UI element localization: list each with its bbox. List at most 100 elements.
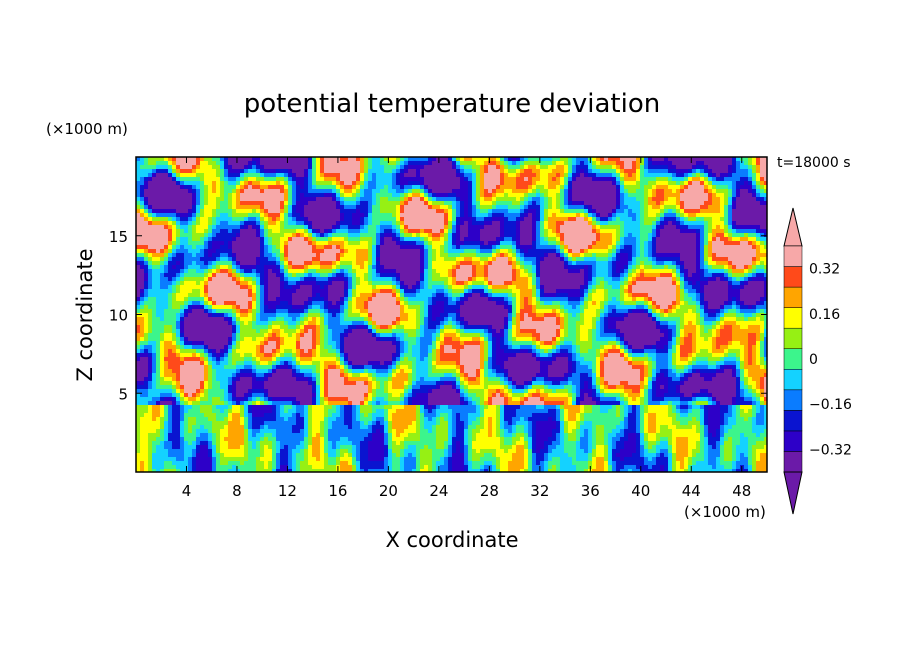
field-cell (232, 261, 237, 266)
field-cell (372, 161, 377, 166)
field-cell (328, 213, 333, 218)
field-cell (164, 213, 169, 218)
field-cell (352, 221, 357, 226)
field-cell (212, 201, 217, 206)
field-cell (332, 193, 337, 198)
field-cell (364, 217, 369, 222)
field-cell (256, 217, 261, 222)
field-cell (544, 221, 549, 226)
field-cell (260, 221, 265, 226)
field-cell (688, 253, 693, 258)
field-cell (652, 165, 657, 170)
field-cell (284, 237, 289, 242)
field-cell (432, 177, 437, 182)
field-cell (652, 249, 657, 254)
field-cell (424, 161, 429, 166)
field-cell (484, 225, 489, 230)
field-cell (180, 261, 185, 266)
field-cell (436, 189, 441, 194)
field-cell (532, 269, 537, 274)
field-cell (348, 205, 353, 210)
field-cell (356, 245, 361, 250)
field-cell (344, 173, 349, 178)
field-cell (280, 233, 285, 238)
field-cell (728, 257, 733, 262)
field-cell (204, 205, 209, 210)
field-cell (616, 201, 621, 206)
field-cell (496, 177, 501, 182)
field-cell (488, 253, 493, 258)
field-cell (596, 261, 601, 266)
field-cell (540, 185, 545, 190)
field-cell (492, 173, 497, 178)
field-cell (444, 269, 449, 274)
field-cell (612, 205, 617, 210)
field-cell (296, 197, 301, 202)
field-cell (160, 249, 165, 254)
field-cell (572, 189, 577, 194)
field-cell (532, 229, 537, 234)
field-cell (196, 161, 201, 166)
field-cell (688, 265, 693, 270)
field-cell (524, 245, 529, 250)
field-cell (684, 241, 689, 246)
field-cell (360, 237, 365, 242)
field-cell (376, 261, 381, 266)
field-cell (460, 281, 465, 286)
field-cell (200, 197, 205, 202)
field-cell (636, 165, 641, 170)
field-cell (332, 241, 337, 246)
field-cell (396, 169, 401, 174)
field-cell (320, 229, 325, 234)
field-cell (508, 237, 513, 242)
field-cell (436, 193, 441, 198)
field-cell (324, 249, 329, 254)
field-cell (408, 269, 413, 274)
field-cell (476, 269, 481, 274)
field-cell (560, 261, 565, 266)
field-cell (404, 277, 409, 282)
field-cell (612, 257, 617, 262)
field-cell (644, 169, 649, 174)
field-cell (164, 261, 169, 266)
field-cell (432, 185, 437, 190)
field-cell (500, 165, 505, 170)
field-cell (632, 233, 637, 238)
field-cell (284, 193, 289, 198)
field-cell (640, 185, 645, 190)
field-cell (540, 261, 545, 266)
field-cell (216, 189, 221, 194)
field-cell (164, 265, 169, 270)
field-cell (704, 213, 709, 218)
field-cell (572, 221, 577, 226)
field-cell (584, 233, 589, 238)
field-cell (180, 161, 185, 166)
field-cell (172, 165, 177, 170)
field-cell (480, 245, 485, 250)
field-cell (544, 273, 549, 278)
field-cell (344, 241, 349, 246)
field-cell (192, 221, 197, 226)
field-cell (260, 177, 265, 182)
field-cell (520, 165, 525, 170)
field-cell (424, 193, 429, 198)
field-cell (720, 261, 725, 266)
field-cell (268, 245, 273, 250)
field-cell (644, 213, 649, 218)
field-cell (148, 205, 153, 210)
field-cell (316, 197, 321, 202)
field-cell (192, 169, 197, 174)
field-cell (668, 173, 673, 178)
field-cell (704, 161, 709, 166)
field-cell (276, 221, 281, 226)
field-cell (388, 185, 393, 190)
field-cell (740, 169, 745, 174)
field-cell (252, 249, 257, 254)
field-cell (456, 229, 461, 234)
field-cell (248, 253, 253, 258)
field-cell (316, 253, 321, 258)
field-cell (508, 181, 513, 186)
field-cell (352, 217, 357, 222)
field-cell (240, 173, 245, 178)
field-cell (304, 265, 309, 270)
